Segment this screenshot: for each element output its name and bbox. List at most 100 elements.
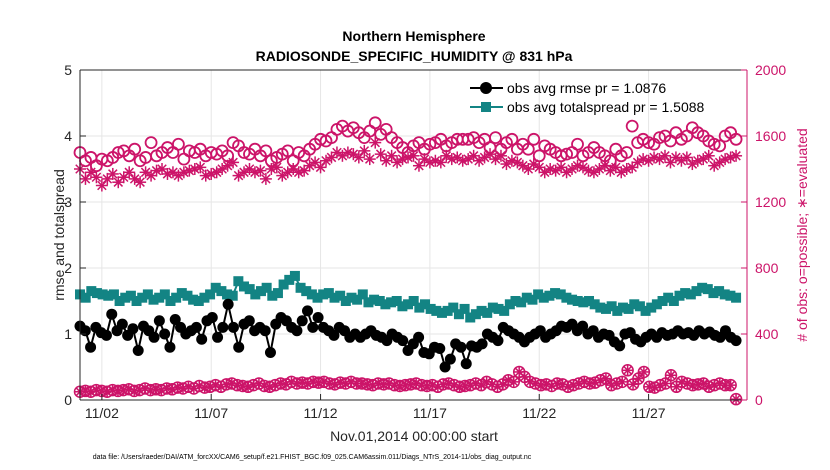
spread-point: [108, 289, 119, 300]
x-axis-label: Nov.01,2014 00:00:00 start: [330, 428, 498, 444]
spread-point: [182, 290, 193, 301]
spread-point: [691, 286, 702, 297]
spread-point: [668, 296, 679, 306]
rmse-point: [455, 341, 467, 353]
spread-point: [171, 292, 182, 303]
obs-evaluated-point: [314, 161, 327, 174]
spread-point: [272, 288, 283, 299]
rmse-point: [328, 329, 340, 341]
obs-evaluated-point: [199, 169, 212, 182]
obs-rejected-point: [621, 364, 634, 377]
spread-point: [414, 302, 425, 313]
spread-point: [340, 296, 351, 306]
rmse-point: [291, 325, 303, 337]
obs-evaluated-point: [637, 153, 650, 166]
series-obs-rejected: [73, 364, 743, 406]
rmse-point: [730, 335, 742, 347]
spread-point: [589, 299, 600, 310]
obs-evaluated-point: [79, 172, 92, 185]
obs-possible-point: [521, 142, 535, 156]
spread-point: [561, 292, 572, 303]
spread-point: [612, 305, 623, 316]
obs-rejected-point: [659, 377, 672, 390]
spread-point: [91, 288, 102, 299]
spread-point: [227, 290, 238, 301]
obs-possible-point: [642, 136, 655, 150]
spread-point: [295, 282, 306, 293]
obs-evaluated-point: [680, 151, 693, 164]
obs-possible-point: [489, 131, 502, 145]
spread-point: [476, 305, 487, 316]
spread-point: [205, 289, 216, 300]
spread-point: [584, 296, 595, 306]
series-obs-evaluated: [74, 136, 743, 192]
spread-point: [120, 292, 131, 303]
spread-point: [702, 284, 713, 295]
obs-evaluated-point: [445, 153, 458, 166]
spread-point: [595, 302, 606, 313]
spread-point: [731, 292, 742, 303]
data-file-footnote: data file: /Users/raeder/DAI/ATM_forcXX/…: [93, 454, 532, 461]
rmse-point: [577, 320, 589, 332]
x-tick-label: 11/27: [632, 405, 666, 421]
obs-evaluated-point: [358, 144, 371, 157]
rmse-point: [159, 328, 171, 340]
obs-rejected-point: [729, 392, 743, 406]
chart-subtitle: RADIOSONDE_SPECIFIC_HUMIDITY @ 831 hPa: [256, 48, 573, 64]
rmse-point: [164, 341, 176, 353]
spread-point: [578, 297, 589, 308]
spread-point: [453, 309, 464, 320]
obs-evaluated-point: [134, 176, 147, 189]
legend: obs avg rmse pr = 1.0876 obs avg totalsp…: [470, 80, 705, 115]
obs-evaluated-point: [385, 149, 398, 162]
spread-point: [527, 294, 538, 305]
y-axis-label: rmse and totalspread: [51, 169, 67, 301]
y2-tick-label: 800: [755, 260, 779, 276]
obs-possible-point: [571, 137, 584, 151]
rmse-point: [148, 331, 160, 343]
rmse-point: [116, 318, 128, 330]
rmse-point: [476, 338, 488, 350]
spread-point: [448, 302, 459, 313]
legend-spread-marker: [481, 102, 491, 112]
y-tick-label: 2: [64, 260, 72, 276]
y2-tick-label: 400: [755, 326, 779, 342]
rmse-point: [227, 321, 239, 333]
y2-tick-label: 1600: [755, 128, 786, 144]
spread-point: [482, 307, 493, 318]
spread-point: [323, 288, 334, 299]
spread-point: [210, 282, 221, 293]
spread-point: [335, 290, 346, 301]
x-grid: [101, 70, 650, 400]
obs-evaluated-point: [369, 136, 382, 149]
rmse-point: [492, 335, 504, 347]
spread-point: [159, 289, 170, 300]
obs-evaluated-point: [227, 156, 240, 169]
obs-rejected-point: [724, 378, 737, 392]
obs-evaluated-point: [648, 151, 661, 164]
y2-tick-label: 2000: [755, 62, 786, 78]
y2-ticks: 0 400 800 1200 1600 2000: [741, 62, 786, 408]
spread-point: [550, 288, 561, 299]
series-rmse: [74, 298, 742, 373]
spread-point: [606, 301, 617, 312]
spread-point: [725, 290, 736, 301]
obs-evaluated-point: [730, 149, 743, 162]
spread-point: [374, 296, 385, 306]
x-tick-label: 11/22: [522, 405, 556, 421]
y-tick-label: 3: [64, 194, 72, 210]
y2-tick-label: 0: [755, 392, 763, 408]
rmse-point: [153, 315, 165, 327]
spread-point: [103, 290, 114, 301]
rmse-point: [222, 298, 234, 310]
x-tick-label: 11/17: [413, 405, 447, 421]
obs-evaluated-point: [713, 156, 726, 169]
spread-point: [142, 289, 153, 300]
obs-evaluated-point: [363, 153, 376, 166]
spread-point: [697, 282, 708, 293]
spread-point: [86, 286, 97, 297]
obs-evaluated-point: [123, 166, 136, 179]
obs-evaluated-point: [194, 161, 207, 174]
obs-possible-point: [368, 116, 382, 130]
